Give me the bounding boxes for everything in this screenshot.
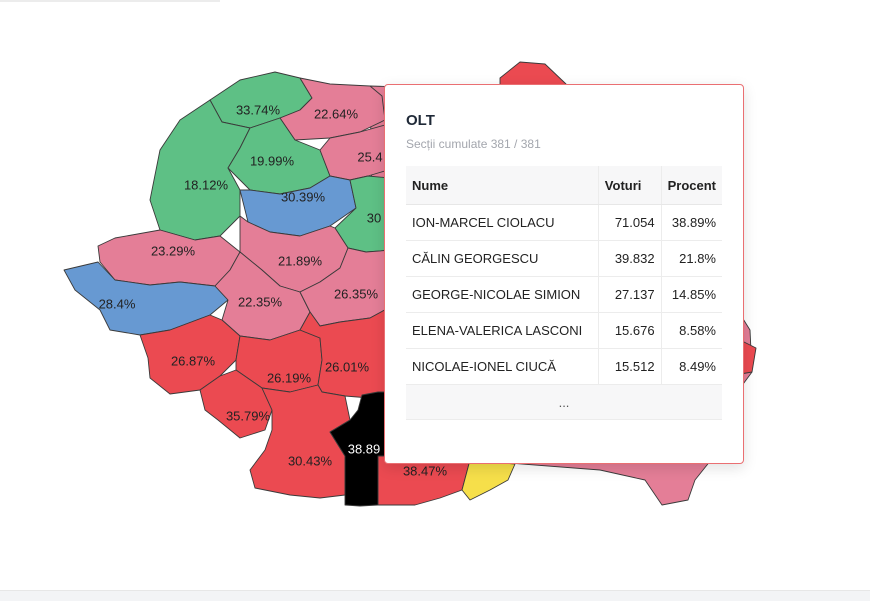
candidate-name: ELENA-VALERICA LASCONI xyxy=(406,312,599,349)
county-maramures[interactable] xyxy=(279,77,386,141)
table-row: ELENA-VALERICA LASCONI 15.676 8.58% xyxy=(406,312,722,349)
table-more-row: ... xyxy=(406,384,722,420)
candidate-votes: 39.832 xyxy=(598,240,662,277)
county-tooltip: OLT Secții cumulate 381 / 381 Nume Votur… xyxy=(384,84,744,464)
county-giurgiu[interactable] xyxy=(461,459,516,501)
candidate-votes: 15.676 xyxy=(598,312,662,349)
bottom-strip xyxy=(0,590,870,601)
tooltip-sections-count: Secții cumulate 381 / 381 xyxy=(406,137,541,151)
table-row: NICOLAE-IONEL CIUCĂ 15.512 8.49% xyxy=(406,348,722,385)
candidate-votes: 27.137 xyxy=(598,276,662,313)
table-row: GEORGE-NICOLAE SIMION 27.137 14.85% xyxy=(406,276,722,313)
column-header-percent: Procent xyxy=(661,166,722,205)
candidate-percent: 8.49% xyxy=(661,348,722,385)
more-rows-indicator: ... xyxy=(406,384,722,420)
county-caras-severin[interactable] xyxy=(139,314,241,395)
table-row: ION-MARCEL CIOLACU 71.054 38.89% xyxy=(406,204,722,241)
table-header-row: Nume Voturi Procent xyxy=(406,166,722,205)
candidate-name: GEORGE-NICOLAE SIMION xyxy=(406,276,599,313)
candidate-name: NICOLAE-IONEL CIUCĂ xyxy=(406,348,599,385)
tooltip-county-name: OLT xyxy=(406,112,435,129)
county-arad[interactable] xyxy=(97,229,241,287)
county-timis[interactable] xyxy=(63,261,229,336)
candidate-percent: 8.58% xyxy=(661,312,722,349)
candidate-name: CĂLIN GEORGESCU xyxy=(406,240,599,277)
column-header-votes: Voturi xyxy=(598,166,662,205)
table-row: CĂLIN GEORGESCU 39.832 21.8% xyxy=(406,240,722,277)
column-header-name: Nume xyxy=(406,166,599,205)
candidate-name: ION-MARCEL CIOLACU xyxy=(406,204,599,241)
candidate-percent: 21.8% xyxy=(661,240,722,277)
candidate-votes: 15.512 xyxy=(598,348,662,385)
candidate-percent: 14.85% xyxy=(661,276,722,313)
top-divider xyxy=(0,0,220,2)
candidate-percent: 38.89% xyxy=(661,204,722,241)
results-table: Nume Voturi Procent ION-MARCEL CIOLACU 7… xyxy=(406,166,722,420)
candidate-votes: 71.054 xyxy=(598,204,662,241)
county-mehedinti[interactable] xyxy=(199,369,273,439)
